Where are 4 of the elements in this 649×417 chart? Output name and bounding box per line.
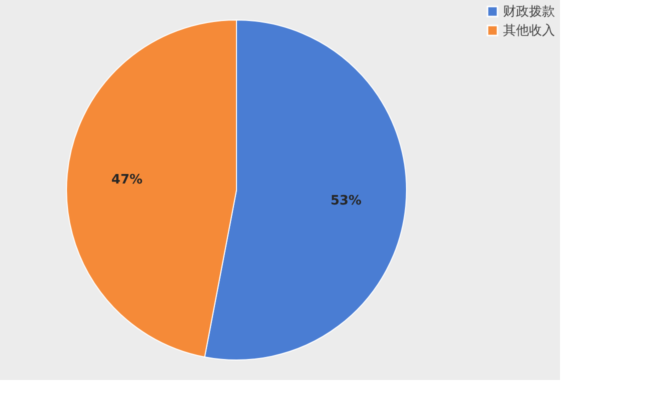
data-label: 47% — [111, 172, 143, 188]
legend-label: 其他收入 — [503, 24, 555, 38]
legend-label: 财政拨款 — [503, 4, 555, 20]
data-label: 53% — [330, 193, 362, 208]
